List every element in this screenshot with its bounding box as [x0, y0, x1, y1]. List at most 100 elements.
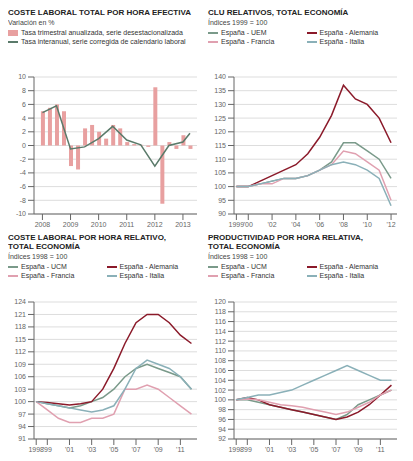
html-text:Índices 1999 = 100: Índices 1999 = 100 [208, 18, 268, 26]
svg-text:'99: '99 [243, 445, 252, 452]
svg-text:2011: 2011 [119, 221, 134, 228]
svg-text:'01: '01 [265, 445, 274, 452]
svg-text:110: 110 [215, 347, 226, 354]
svg-text:'03: '03 [287, 445, 296, 452]
html-text:España - Alemania: España - Alemania [119, 262, 179, 270]
html-text:COSTE LABORAL TOTAL POR HORA E: COSTE LABORAL TOTAL POR HORA EFECTIVA [8, 8, 191, 17]
svg-text:'07: '07 [331, 445, 340, 452]
svg-text:'00: '00 [244, 221, 253, 228]
svg-text:'09: '09 [154, 445, 163, 452]
svg-text:104: 104 [214, 376, 226, 383]
svg-text:116: 116 [215, 318, 226, 325]
svg-text:102: 102 [214, 386, 226, 393]
svg-text:'06: '06 [315, 221, 324, 228]
svg-text:115: 115 [215, 142, 226, 149]
svg-text:2: 2 [22, 128, 26, 135]
svg-text:10: 10 [18, 73, 26, 80]
svg-text:92: 92 [218, 435, 226, 442]
svg-text:109: 109 [14, 360, 26, 367]
svg-text:114: 114 [215, 327, 226, 334]
svg-text:97: 97 [18, 410, 26, 417]
html-text:CLU RELATIVOS, TOTAL ECONOMÍA: CLU RELATIVOS, TOTAL ECONOMÍA [208, 8, 349, 17]
svg-text:4: 4 [22, 115, 26, 122]
html-text:España - Alemania: España - Alemania [319, 28, 379, 36]
svg-text:103: 103 [14, 385, 26, 392]
svg-text:'05: '05 [309, 445, 318, 452]
svg-text:-4: -4 [20, 169, 26, 176]
html-text:España - Alemania: España - Alemania [319, 262, 379, 270]
html-text:España - Italia: España - Italia [319, 271, 365, 279]
svg-text:2010: 2010 [91, 221, 107, 228]
html-text:España - UEM: España - UEM [221, 28, 267, 36]
svg-text:121: 121 [14, 310, 26, 317]
svg-text:'07: '07 [131, 445, 140, 452]
html-text:Variación en %: Variación en % [8, 18, 55, 26]
svg-text:-6: -6 [20, 183, 26, 190]
svg-text:'08: '08 [339, 221, 348, 228]
svg-text:-8: -8 [20, 197, 26, 204]
html-text:Tasa interanual, serie corregi: Tasa interanual, serie corregida de cale… [21, 37, 186, 45]
svg-text:112: 112 [215, 337, 226, 344]
svg-text:-10: -10 [16, 210, 26, 217]
svg-text:108: 108 [214, 357, 226, 364]
svg-text:100: 100 [214, 183, 226, 190]
svg-text:'05: '05 [109, 445, 118, 452]
html-text:Índices 1998 = 100: Índices 1998 = 100 [8, 252, 68, 260]
html-text:España - UCM: España - UCM [21, 262, 67, 270]
svg-text:125: 125 [214, 115, 226, 122]
html-text:España - Italia: España - Italia [119, 271, 165, 279]
svg-text:'10: '10 [363, 221, 372, 228]
svg-text:1998: 1998 [28, 445, 44, 453]
svg-text:95: 95 [218, 197, 226, 204]
svg-text:140: 140 [214, 73, 226, 80]
svg-text:124: 124 [14, 298, 26, 305]
html-text:PRODUCTIVIDAD POR HORA RELATIV: PRODUCTIVIDAD POR HORA RELATIVA, TOTAL E… [208, 232, 363, 251]
svg-text:6: 6 [22, 101, 26, 108]
html-text:Tasa trimestral anualizada, se: Tasa trimestral anualizada, serie desest… [21, 28, 183, 36]
svg-text:'11: '11 [176, 445, 185, 452]
svg-text:'12: '12 [386, 221, 395, 228]
svg-text:112: 112 [15, 348, 26, 355]
svg-text:94: 94 [218, 425, 226, 432]
svg-text:106: 106 [14, 373, 26, 380]
svg-text:-2: -2 [20, 156, 26, 163]
svg-text:'99: '99 [43, 445, 52, 452]
svg-text:96: 96 [218, 415, 226, 422]
svg-text:91: 91 [18, 435, 26, 442]
svg-text:135: 135 [214, 87, 226, 94]
svg-text:0: 0 [22, 142, 26, 149]
svg-text:118: 118 [215, 308, 226, 315]
svg-text:'02: '02 [268, 221, 277, 228]
html-text:COSTE LABORAL POR HORA RELATIV: COSTE LABORAL POR HORA RELATIVO, TOTAL E… [8, 232, 167, 251]
svg-text:2009: 2009 [63, 221, 79, 228]
html-text:España - Francia: España - Francia [21, 271, 75, 279]
svg-text:94: 94 [18, 423, 26, 430]
svg-text:'01: '01 [65, 445, 74, 452]
svg-text:120: 120 [214, 298, 226, 305]
svg-text:100: 100 [14, 398, 26, 405]
svg-text:2012: 2012 [147, 221, 163, 228]
svg-text:'03: '03 [87, 445, 96, 452]
svg-text:'09: '09 [354, 445, 363, 452]
svg-text:8: 8 [22, 87, 26, 94]
svg-text:'11: '11 [376, 445, 385, 452]
svg-text:100: 100 [214, 396, 226, 403]
svg-text:90: 90 [218, 210, 226, 217]
svg-text:118: 118 [15, 323, 26, 330]
svg-text:110: 110 [215, 156, 226, 163]
svg-text:1999: 1999 [229, 221, 245, 228]
svg-text:120: 120 [214, 128, 226, 135]
svg-text:130: 130 [214, 101, 226, 108]
svg-text:2013: 2013 [175, 221, 191, 228]
svg-text:106: 106 [214, 366, 226, 373]
html-text:España - Italia: España - Italia [319, 37, 365, 45]
svg-text:'04: '04 [291, 221, 300, 228]
svg-text:115: 115 [15, 335, 26, 342]
svg-text:98: 98 [218, 406, 226, 413]
html-text:Índices 1998 = 100: Índices 1998 = 100 [208, 252, 268, 260]
html-text:España - Francia: España - Francia [221, 271, 275, 279]
html-text:España - Francia: España - Francia [221, 37, 275, 45]
svg-text:2008: 2008 [35, 221, 51, 228]
html-text:España - UCM: España - UCM [221, 262, 267, 270]
svg-text:105: 105 [214, 169, 226, 176]
